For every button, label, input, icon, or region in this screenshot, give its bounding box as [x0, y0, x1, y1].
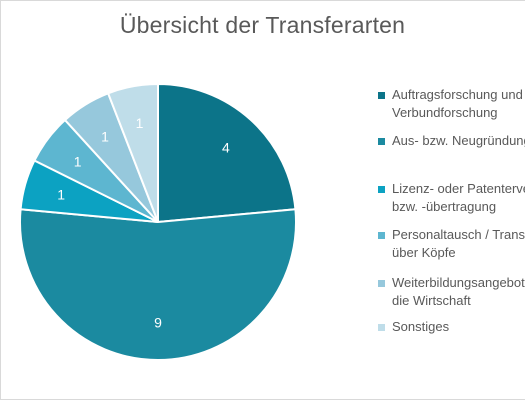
legend-label-5: Sonstiges — [392, 318, 449, 336]
pie-slice-0 — [157, 82, 297, 224]
legend-item-2: Lizenz- oder Patentervergabe bzw. -übertr… — [378, 180, 525, 216]
slice-value-label-2: 1 — [57, 186, 65, 202]
legend-label-3: Personaltausch / Transfer über Köpfe — [392, 226, 525, 262]
legend-swatch-2 — [378, 186, 385, 193]
slice-value-label-1: 9 — [154, 315, 162, 331]
legend-label-line: über Köpfe — [392, 245, 456, 260]
legend-label-line: Personaltausch / Transfer — [392, 227, 525, 242]
pie-slice-1 — [19, 208, 297, 361]
legend-swatch-5 — [378, 324, 385, 331]
legend-label-line: Auftragsforschung und — [392, 87, 523, 102]
legend-item-5: Sonstiges — [378, 318, 449, 336]
slice-value-label-5: 1 — [136, 115, 144, 131]
legend-label-line: Aus- bzw. Neugründungen — [392, 133, 525, 148]
legend-item-4: Weiterbildungsangebote für die Wirtschaft — [378, 274, 525, 310]
legend-label-0: Auftragsforschung und Verbundforschung — [392, 86, 523, 122]
legend-label-line: die Wirtschaft — [392, 293, 471, 308]
slice-value-label-0: 4 — [222, 140, 230, 156]
legend-label-line: Lizenz- oder Patentervergabe — [392, 181, 525, 196]
slice-value-label-3: 1 — [74, 153, 82, 169]
legend-label-line: bzw. -übertragung — [392, 199, 497, 214]
legend-swatch-4 — [378, 280, 385, 287]
legend-label-line: Verbundforschung — [392, 105, 498, 120]
chart-legend: Auftragsforschung und Verbundforschung Aus… — [378, 86, 525, 346]
slice-value-label-4: 1 — [101, 128, 109, 144]
legend-swatch-0 — [378, 92, 385, 99]
pie-slice-5 — [106, 82, 159, 223]
chart-title: Übersicht der Transferarten — [119, 12, 406, 38]
legend-item-3: Personaltausch / Transfer über Köpfe — [378, 226, 525, 262]
legend-label-line: Weiterbildungsangebote für — [392, 275, 525, 290]
legend-label-2: Lizenz- oder Patentervergabe bzw. -übertr… — [392, 180, 525, 216]
legend-swatch-3 — [378, 232, 385, 239]
legend-swatch-1 — [378, 138, 385, 145]
legend-label-1: Aus- bzw. Neugründungen — [392, 132, 525, 150]
legend-label-line: Sonstiges — [392, 319, 450, 334]
legend-item-1: Aus- bzw. Neugründungen — [378, 132, 525, 150]
legend-item-0: Auftragsforschung und Verbundforschung — [378, 86, 523, 122]
legend-label-4: Weiterbildungsangebote für die Wirtschaft — [392, 274, 525, 310]
